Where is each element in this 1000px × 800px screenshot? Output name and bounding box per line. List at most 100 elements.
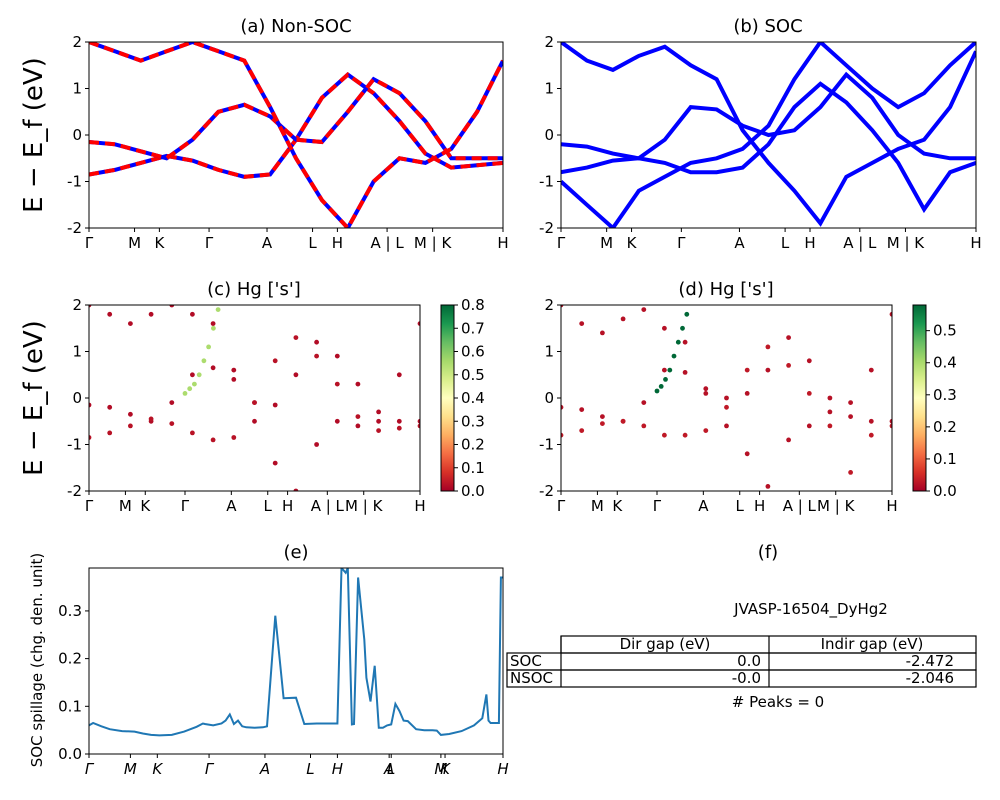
scatter-point [724, 395, 729, 401]
x-tick-label: A [226, 497, 237, 515]
x-tick-label: H [414, 497, 425, 515]
x-tick-label: K [440, 760, 451, 778]
scatter-point [293, 488, 299, 491]
scatter-point [355, 423, 361, 429]
y-tick-label: 2 [544, 33, 554, 51]
scatter-point [355, 414, 361, 419]
scatter-point [127, 423, 133, 429]
x-tick-label: A | L [311, 497, 345, 515]
x-tick-label: Γ [205, 234, 214, 252]
table-row-label: SOC [510, 652, 542, 670]
scatter-point [703, 428, 709, 433]
scatter-point [561, 305, 564, 308]
table-cell: 0.0 [737, 652, 761, 670]
scatter-point [765, 344, 771, 350]
scatter-point [127, 411, 133, 417]
scatter-point [396, 418, 402, 424]
scatter-point [231, 435, 237, 440]
scatter-point [868, 367, 874, 373]
y-tick-label: -2 [539, 219, 554, 237]
x-tick-label: A [259, 760, 270, 778]
band-line [89, 76, 503, 161]
scatter-point [703, 386, 709, 392]
panel-f-title: (f) [758, 542, 778, 563]
scatter-point [724, 404, 729, 410]
axes-frame [88, 41, 504, 229]
panel-a-ylabel: E − E_f (eV) [19, 57, 49, 213]
panel-c-ylabel: E − E_f (eV) [19, 320, 49, 476]
scatter-point [396, 372, 402, 378]
series-group [89, 42, 503, 228]
scatter-point [190, 372, 195, 378]
scatter-point [127, 321, 133, 326]
colorbar-tick-label: 0.4 [933, 354, 957, 372]
table-row-label: NSOC [510, 669, 553, 687]
scatter-point [675, 339, 681, 345]
material-label: JVASP-16504_DyHg2 [733, 600, 888, 619]
panel-e: 0.00.10.20.3Γ M K Γ A L H AL MK H [58, 567, 509, 778]
scatter-point [703, 391, 709, 396]
y-tick-label: 0.3 [58, 602, 82, 620]
x-tick-label: L [736, 497, 745, 515]
colorbar-tick-label: 0.1 [933, 450, 957, 468]
x-tick-label: K [152, 760, 163, 778]
panel-e-title: (e) [283, 542, 308, 563]
scatter-point [148, 311, 154, 317]
y-tick-label: 1 [72, 80, 82, 98]
x-tick-label: K [154, 234, 165, 252]
y-tick-label: 1 [72, 343, 82, 361]
scatter-point [376, 418, 381, 424]
scatter-point [272, 358, 278, 364]
y-tick-label: 1 [544, 343, 554, 361]
scatter-point [148, 416, 154, 422]
x-tick-label: Γ [205, 760, 215, 778]
axes-frame [88, 567, 504, 755]
x-tick-label: Γ [85, 760, 95, 778]
x-tick-label: H [970, 234, 981, 252]
x-tick-label: M | K [887, 234, 926, 252]
gap-table: Dir gap (eV) Indir gap (eV) SOC 0.0 -2.4… [506, 635, 977, 688]
scatter-point [663, 377, 668, 382]
x-tick-label: A [262, 234, 273, 252]
band-line [561, 71, 976, 161]
scatter-point [662, 367, 667, 373]
x-tick-label: K [612, 497, 623, 515]
scatter-point [658, 384, 664, 389]
scatter-point [889, 418, 892, 424]
scatter-point [561, 432, 564, 438]
x-tick-label: A | L [783, 497, 817, 515]
scatter-point [682, 339, 688, 345]
x-tick-label: A [698, 497, 709, 515]
scatter-point [806, 391, 812, 396]
y-tick-label: 0 [544, 389, 554, 407]
scatter-point [376, 409, 381, 415]
x-tick-label: M | K [414, 234, 453, 252]
y-tick-label: 0.2 [58, 650, 82, 668]
scatter-point [684, 311, 690, 317]
scatter-point [314, 442, 319, 447]
scatter-point [744, 451, 750, 457]
scatter-point [210, 365, 216, 371]
scatter-point [620, 418, 626, 424]
scatter-point [827, 395, 833, 401]
scatter-point [107, 311, 113, 317]
scatter-point [169, 400, 175, 405]
colorbar-tick-label: 0.5 [461, 366, 485, 384]
band-line [561, 81, 976, 214]
scatter-point [786, 363, 791, 368]
table-header-indir: Indir gap (eV) [821, 635, 924, 653]
y-tick-label: -1 [67, 173, 82, 191]
scatter-point [662, 325, 667, 331]
y-tick-label: 2 [72, 33, 82, 51]
y-tick-label: -1 [539, 173, 554, 191]
scatter-point [196, 372, 202, 378]
band-line [89, 42, 503, 228]
series-group [561, 305, 892, 489]
scatter-point [334, 381, 340, 387]
band-line [89, 42, 503, 228]
x-tick-label: H [497, 234, 508, 252]
x-tick-label: M | K [345, 497, 384, 515]
colorbar-tick-label: 0.7 [461, 319, 485, 337]
x-tick-label: K [140, 497, 151, 515]
